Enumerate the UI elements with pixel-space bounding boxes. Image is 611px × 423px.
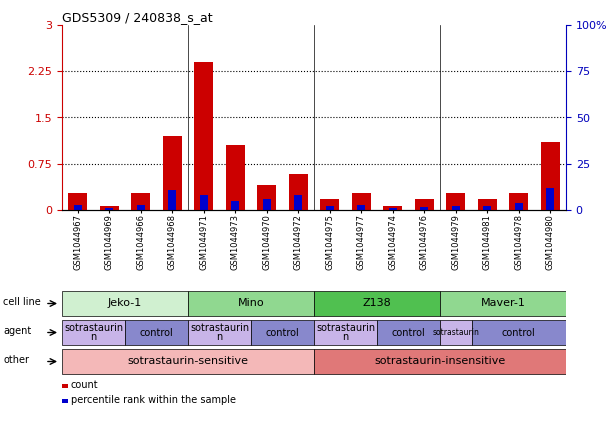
Bar <box>62 319 125 346</box>
Bar <box>446 193 465 210</box>
Bar <box>314 319 377 346</box>
Bar <box>125 319 188 346</box>
Bar <box>452 206 459 210</box>
Bar <box>62 399 68 403</box>
Text: Z138: Z138 <box>362 299 392 308</box>
Bar <box>320 199 339 210</box>
Text: sotrastaurin-insensitive: sotrastaurin-insensitive <box>375 357 506 366</box>
Bar <box>200 195 208 210</box>
Text: cell line: cell line <box>3 297 41 307</box>
Text: sotrastaurin
n: sotrastaurin n <box>316 323 375 342</box>
Bar <box>383 206 402 210</box>
Bar <box>314 349 566 374</box>
Bar <box>62 349 314 374</box>
Bar <box>357 205 365 210</box>
Bar <box>440 319 472 346</box>
Bar <box>251 319 314 346</box>
Bar <box>389 209 397 210</box>
Bar <box>472 319 566 346</box>
Text: control: control <box>266 327 299 338</box>
Text: agent: agent <box>3 326 31 336</box>
Text: Maver-1: Maver-1 <box>481 299 525 308</box>
Bar <box>295 195 302 210</box>
Bar <box>314 291 440 316</box>
Bar <box>100 206 119 210</box>
Bar <box>326 206 334 210</box>
Bar <box>377 319 440 346</box>
Bar <box>510 193 528 210</box>
Text: percentile rank within the sample: percentile rank within the sample <box>71 395 236 405</box>
Bar <box>74 205 82 210</box>
Bar <box>168 190 176 210</box>
Text: Mino: Mino <box>238 299 265 308</box>
Bar <box>226 145 244 210</box>
Bar <box>232 201 239 210</box>
Text: Jeko-1: Jeko-1 <box>108 299 142 308</box>
Bar <box>257 185 276 210</box>
Bar <box>188 291 314 316</box>
Bar <box>188 319 251 346</box>
Text: other: other <box>3 355 29 365</box>
Text: control: control <box>140 327 174 338</box>
Bar <box>68 193 87 210</box>
Text: count: count <box>71 380 98 390</box>
Bar <box>105 208 113 210</box>
Bar <box>131 193 150 210</box>
Bar <box>289 174 308 210</box>
Text: control: control <box>502 327 536 338</box>
Bar <box>194 62 213 210</box>
Bar <box>62 291 188 316</box>
Bar <box>541 142 560 210</box>
Text: sotrastaurin-sensitive: sotrastaurin-sensitive <box>128 357 249 366</box>
Bar <box>263 199 271 210</box>
Bar <box>483 206 491 210</box>
Text: sotrastaurin
n: sotrastaurin n <box>190 323 249 342</box>
Text: sotrastaurin: sotrastaurin <box>433 328 479 337</box>
Bar <box>163 136 181 210</box>
Bar <box>415 199 434 210</box>
Bar <box>440 291 566 316</box>
Text: control: control <box>392 327 425 338</box>
Bar <box>420 207 428 210</box>
Bar <box>515 203 522 210</box>
Bar <box>478 199 497 210</box>
Text: sotrastaurin
n: sotrastaurin n <box>64 323 123 342</box>
Bar <box>546 188 554 210</box>
Bar <box>352 193 371 210</box>
Bar <box>62 384 68 388</box>
Text: GDS5309 / 240838_s_at: GDS5309 / 240838_s_at <box>62 11 213 24</box>
Bar <box>137 205 145 210</box>
